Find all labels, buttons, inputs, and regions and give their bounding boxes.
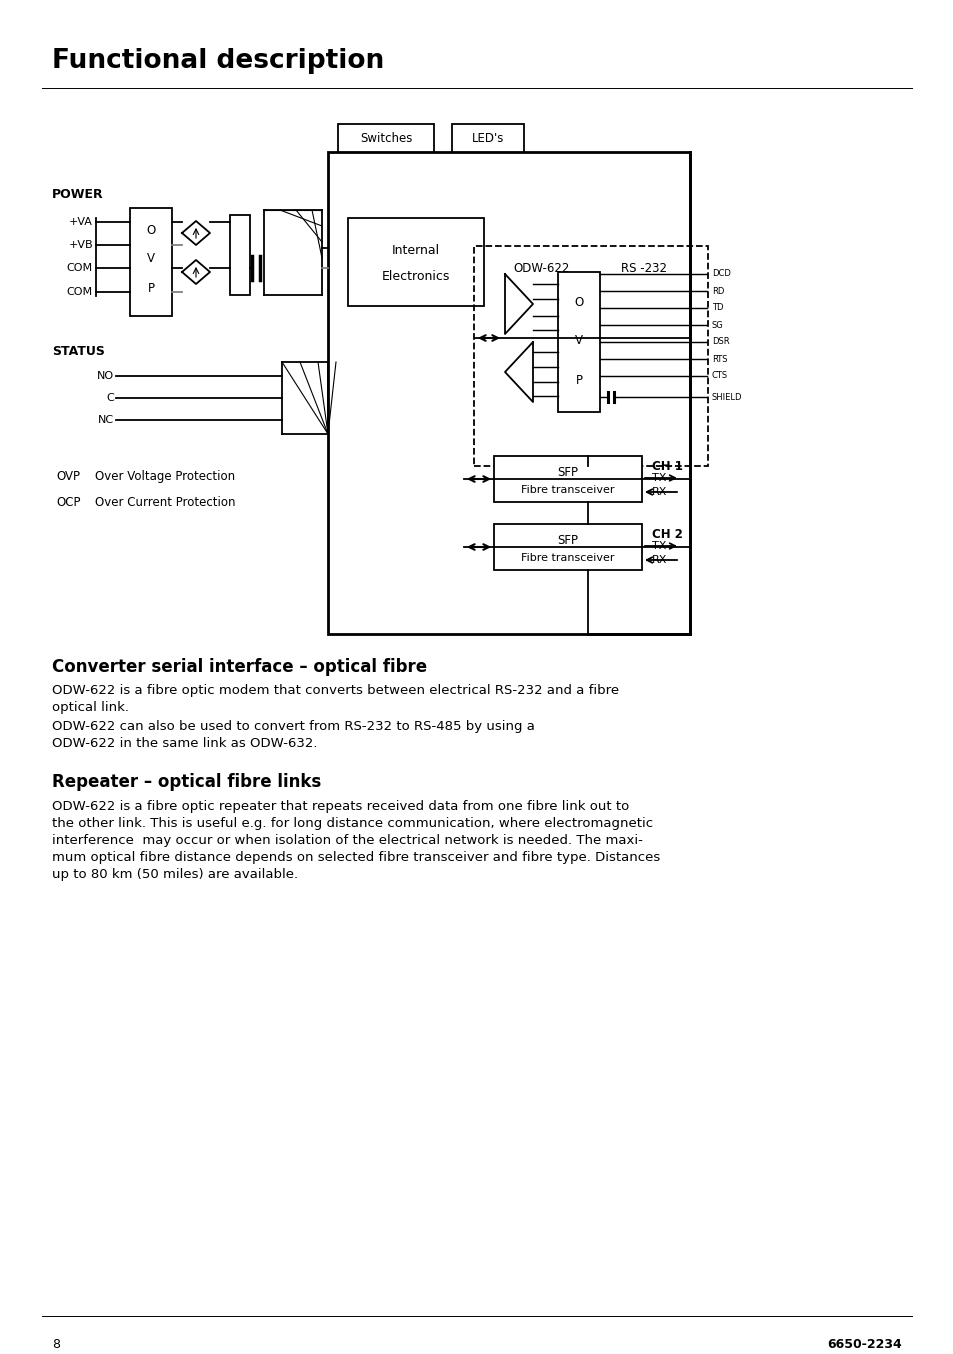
Bar: [494, 524, 641, 570]
Text: LED's: LED's: [472, 131, 503, 145]
Text: V: V: [575, 333, 582, 347]
Text: 6650-2234: 6650-2234: [826, 1338, 901, 1351]
Text: DCD: DCD: [711, 269, 730, 279]
Bar: [328, 152, 689, 634]
Text: the other link. This is useful e.g. for long distance communication, where elect: the other link. This is useful e.g. for …: [52, 816, 653, 830]
Text: RD: RD: [711, 287, 723, 295]
Text: C: C: [106, 393, 113, 403]
Text: ODW-622: ODW-622: [514, 263, 570, 275]
Text: Repeater – optical fibre links: Repeater – optical fibre links: [52, 773, 321, 791]
Text: interference  may occur or when isolation of the electrical network is needed. T: interference may occur or when isolation…: [52, 834, 642, 848]
Text: P: P: [148, 282, 154, 295]
Bar: [337, 125, 434, 152]
Text: NC: NC: [98, 414, 113, 425]
Text: STATUS: STATUS: [52, 345, 105, 357]
Bar: [494, 456, 641, 502]
Text: ODW-622 is a fibre optic modem that converts between electrical RS-232 and a fib: ODW-622 is a fibre optic modem that conv…: [52, 684, 618, 697]
Text: OCP: OCP: [56, 496, 80, 509]
Text: +VA: +VA: [69, 217, 92, 227]
Text: DSR: DSR: [711, 337, 729, 347]
Text: Electronics: Electronics: [381, 269, 450, 283]
Text: Over Current Protection: Over Current Protection: [95, 496, 235, 509]
Text: CTS: CTS: [711, 371, 727, 380]
Text: V: V: [147, 252, 154, 264]
Text: POWER: POWER: [52, 188, 104, 200]
Text: CH 1: CH 1: [651, 460, 682, 473]
Text: RTS: RTS: [711, 355, 727, 363]
Text: Over Voltage Protection: Over Voltage Protection: [95, 470, 234, 483]
Text: OVP: OVP: [56, 470, 80, 483]
Text: SFP: SFP: [557, 533, 578, 547]
Text: Fibre transceiver: Fibre transceiver: [520, 485, 614, 496]
Bar: [474, 246, 707, 466]
Text: NO: NO: [97, 371, 113, 380]
Bar: [130, 209, 172, 315]
Text: SG: SG: [711, 321, 723, 329]
Text: COM: COM: [67, 287, 92, 297]
Text: P: P: [575, 374, 582, 386]
Text: optical link.: optical link.: [52, 701, 129, 714]
Text: TX: TX: [651, 473, 666, 483]
Text: 8: 8: [52, 1338, 60, 1351]
Bar: [348, 218, 483, 306]
Text: RX: RX: [651, 555, 667, 565]
Text: Fibre transceiver: Fibre transceiver: [520, 552, 614, 563]
Text: RX: RX: [651, 487, 667, 497]
Text: O: O: [574, 295, 583, 309]
Text: O: O: [146, 223, 155, 237]
Text: Converter serial interface – optical fibre: Converter serial interface – optical fib…: [52, 658, 427, 676]
Bar: [230, 215, 250, 295]
Text: Switches: Switches: [359, 131, 412, 145]
Text: Functional description: Functional description: [52, 47, 384, 74]
Text: CH 2: CH 2: [651, 528, 682, 542]
Text: RS -232: RS -232: [620, 263, 666, 275]
Text: TX: TX: [651, 542, 666, 551]
Text: up to 80 km (50 miles) are available.: up to 80 km (50 miles) are available.: [52, 868, 297, 881]
Text: TD: TD: [711, 303, 722, 313]
Bar: [558, 272, 599, 412]
Text: ODW-622 in the same link as ODW-632.: ODW-622 in the same link as ODW-632.: [52, 737, 317, 750]
Text: mum optical fibre distance depends on selected fibre transceiver and fibre type.: mum optical fibre distance depends on se…: [52, 852, 659, 864]
Text: SHIELD: SHIELD: [711, 393, 741, 402]
Text: COM: COM: [67, 263, 92, 274]
Text: ODW-622 can also be used to convert from RS-232 to RS-485 by using a: ODW-622 can also be used to convert from…: [52, 720, 535, 733]
Text: SFP: SFP: [557, 466, 578, 478]
Text: Internal: Internal: [392, 244, 439, 256]
Text: ODW-622 is a fibre optic repeater that repeats received data from one fibre link: ODW-622 is a fibre optic repeater that r…: [52, 800, 629, 812]
Text: +VB: +VB: [69, 240, 92, 250]
Bar: [452, 125, 523, 152]
